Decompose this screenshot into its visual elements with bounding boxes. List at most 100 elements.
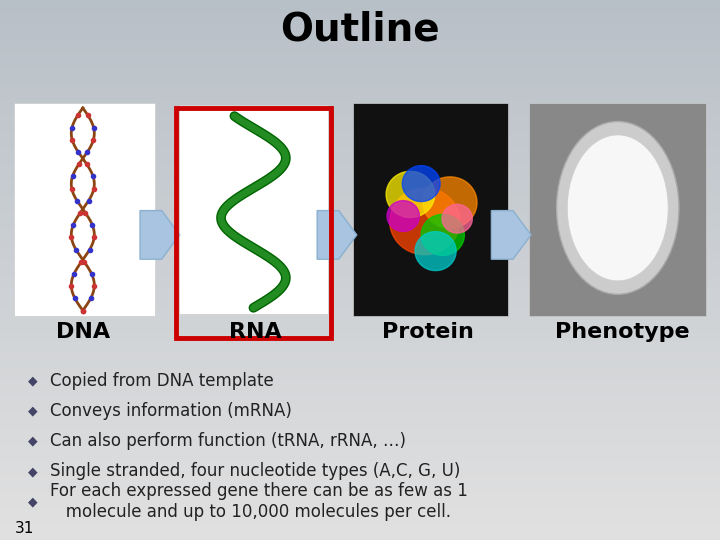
Bar: [0, 86, 720, 92]
Bar: [0, 5, 720, 11]
Bar: [0, 54, 720, 59]
Bar: [0, 297, 720, 302]
Bar: [0, 151, 720, 157]
Bar: [0, 502, 720, 508]
Bar: [0, 292, 720, 297]
Bar: [0, 157, 720, 162]
Text: ◆: ◆: [27, 465, 37, 478]
Bar: [0, 259, 720, 265]
Bar: [0, 286, 720, 292]
Bar: [0, 11, 720, 16]
Text: Copied from DNA template: Copied from DNA template: [50, 372, 274, 390]
Bar: [0, 238, 720, 243]
Bar: [0, 389, 720, 394]
Bar: [0, 49, 720, 54]
Bar: [0, 140, 720, 146]
Bar: [0, 103, 720, 108]
Bar: [0, 421, 720, 427]
Bar: [0, 16, 720, 22]
Bar: [0, 113, 720, 119]
Bar: [0, 513, 720, 518]
Bar: [0, 508, 720, 513]
Bar: [0, 167, 720, 173]
Text: ◆: ◆: [27, 404, 37, 417]
Bar: [0, 340, 720, 346]
Bar: [0, 308, 720, 313]
Text: 31: 31: [14, 521, 34, 536]
Ellipse shape: [557, 122, 679, 294]
Bar: [0, 59, 720, 65]
Bar: [0, 0, 720, 5]
Text: Phenotype: Phenotype: [556, 322, 690, 342]
Polygon shape: [140, 211, 180, 259]
Text: Single stranded, four nucleotide types (A,C, G, U): Single stranded, four nucleotide types (…: [50, 462, 461, 481]
Bar: [0, 76, 720, 81]
Bar: [0, 383, 720, 389]
Bar: [0, 22, 720, 27]
Bar: [0, 248, 720, 254]
Bar: [0, 491, 720, 497]
Bar: [0, 65, 720, 70]
Polygon shape: [421, 214, 464, 255]
Bar: [0, 362, 720, 367]
Text: Protein: Protein: [382, 322, 474, 342]
Text: Conveys information (mRNA): Conveys information (mRNA): [50, 402, 292, 420]
Bar: [0, 184, 720, 189]
Bar: [0, 346, 720, 351]
Polygon shape: [402, 166, 440, 201]
Bar: [0, 254, 720, 259]
Text: ◆: ◆: [27, 374, 37, 387]
Bar: [0, 173, 720, 178]
Bar: [0, 319, 720, 324]
Bar: [0, 470, 720, 475]
Bar: [0, 119, 720, 124]
Bar: [0, 394, 720, 400]
Bar: [0, 162, 720, 167]
Bar: [0, 243, 720, 248]
Bar: [0, 189, 720, 194]
Bar: [0, 32, 720, 38]
Bar: [0, 400, 720, 405]
Bar: [14, 103, 155, 316]
Bar: [0, 221, 720, 227]
Bar: [0, 130, 720, 135]
Bar: [0, 92, 720, 97]
Bar: [0, 70, 720, 76]
Polygon shape: [318, 211, 357, 259]
Bar: [0, 535, 720, 540]
Text: Outline: Outline: [280, 11, 440, 49]
Bar: [0, 356, 720, 362]
Bar: [0, 437, 720, 443]
Polygon shape: [415, 232, 456, 271]
Bar: [0, 135, 720, 140]
Bar: [0, 335, 720, 340]
Bar: [0, 475, 720, 481]
Bar: [0, 416, 720, 421]
Bar: [0, 410, 720, 416]
Bar: [0, 211, 720, 216]
Bar: [0, 232, 720, 238]
Bar: [0, 529, 720, 535]
Bar: [0, 38, 720, 43]
Polygon shape: [386, 171, 435, 218]
Bar: [0, 146, 720, 151]
Bar: [0, 97, 720, 103]
Bar: [529, 103, 706, 316]
Bar: [0, 454, 720, 459]
Bar: [0, 443, 720, 448]
Bar: [0, 108, 720, 113]
Bar: [0, 464, 720, 470]
Bar: [0, 313, 720, 319]
Bar: [0, 200, 720, 205]
Ellipse shape: [567, 135, 668, 281]
Bar: [0, 124, 720, 130]
Bar: [0, 378, 720, 383]
Bar: [0, 275, 720, 281]
Bar: [0, 194, 720, 200]
Bar: [0, 281, 720, 286]
Text: For each expressed gene there can be as few as 1
   molecule and up to 10,000 mo: For each expressed gene there can be as …: [50, 482, 468, 521]
Bar: [0, 405, 720, 410]
Bar: [179, 105, 328, 314]
Bar: [0, 427, 720, 432]
Bar: [0, 265, 720, 270]
